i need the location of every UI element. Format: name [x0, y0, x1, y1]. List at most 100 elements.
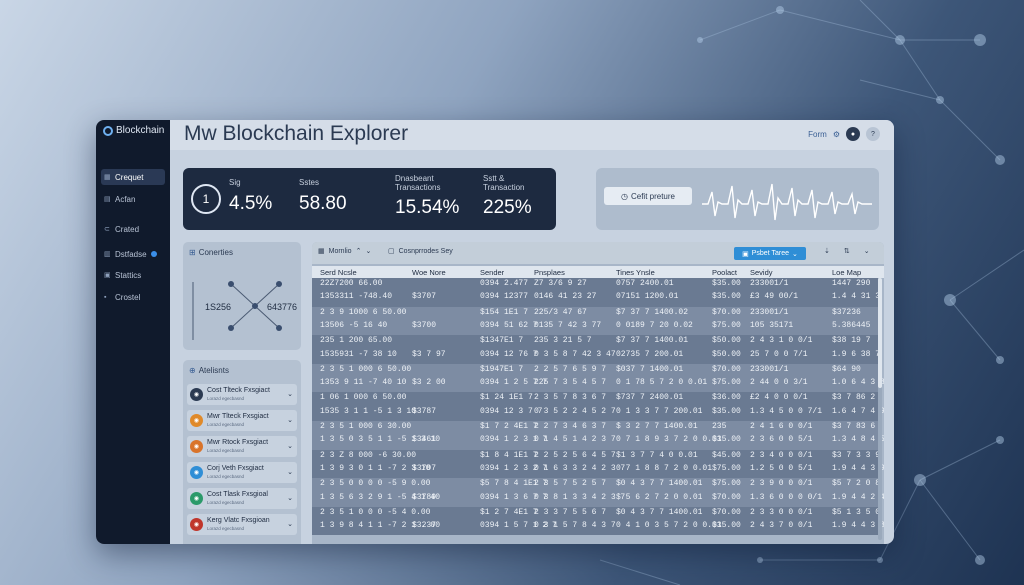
table-cell: £3 49 00/1: [750, 292, 799, 302]
table-cell: 1 3 5 0 3 5 1 1 -5 1 3 10: [320, 435, 441, 445]
table-cell: $70.00: [712, 507, 741, 517]
table-cell: 1353 9 11 -7 40 10: [320, 378, 407, 388]
table-cell: 0394 12377: [480, 292, 529, 302]
alert-title: Corj Veth Fxsgiact: [207, 465, 264, 472]
table-cell: 1535931 -7 38 10: [320, 349, 397, 359]
alert-item[interactable]: ◉ Mwr Rtock Fxsgiact Lorazd egecbasnd ⌄: [187, 436, 297, 457]
table-cell: $70.00: [712, 492, 741, 502]
app-window: Blockchain ▦ Crequet ▤ Acfan ⊂ Crated ▥ …: [96, 120, 894, 544]
table-cell: $3 7 3 3 9: [832, 450, 881, 460]
sidebar-item-label: Crated: [115, 224, 140, 234]
table-cell: 2 3 5 0 0 0 0 -5 9 0.00: [320, 479, 431, 489]
picture-button[interactable]: ◷ Cefit preture: [604, 187, 692, 205]
chevron-down-icon[interactable]: ⌄: [287, 443, 293, 450]
table-scrollbar[interactable]: [878, 278, 882, 540]
brand[interactable]: Blockchain: [103, 125, 164, 136]
table-row[interactable]: 1353311 -748.40 $3707 0394 12377 0146 41 23…: [312, 292, 880, 306]
table-cell: $3789: [412, 492, 437, 502]
table-cell: $3461: [412, 435, 437, 445]
table-cell: 0 3 5 8 7 42 3 47: [534, 349, 616, 359]
alert-avatar-icon: ◉: [190, 388, 203, 401]
table-row[interactable]: 1 3 9 3 0 1 1 -7 2 3 10 $3707 0394 1 2 3 2…: [312, 464, 884, 478]
search-control-2[interactable]: ▢ Cosnprrodes Sey: [388, 247, 453, 256]
table-cell: $1 8 4 1E1 7: [480, 450, 538, 460]
search-control-1[interactable]: ▦ Mornlio ⌃ ⌄: [318, 247, 371, 256]
sidebar-item-crostel[interactable]: ▪ Crostel: [101, 289, 165, 305]
sidebar-item-acfan[interactable]: ▤ Acfan: [101, 191, 165, 207]
alert-item[interactable]: ◉ Kerg Vlatc Fxsgioan Lorazd egecbasnd ⌄: [187, 514, 297, 535]
alert-item[interactable]: ◉ Mwr Tlteck Fxsgiact Lorazd egecbasnd ⌄: [187, 410, 297, 431]
alert-item[interactable]: ◉ Cost Tlteck Fxsgiact Lorazd egecbasnd ⌄: [187, 384, 297, 405]
column-header[interactable]: Poolact: [712, 268, 738, 277]
sort-icon[interactable]: ⇅: [843, 248, 850, 255]
table-row[interactable]: 2 3 5 1 000 6 50.00 $1947E1 7 2 2 5 7 6 5 …: [312, 363, 878, 393]
alert-item[interactable]: ◉ Cost Tlask Fxsgioal Lorazd egecbasnd ⌄: [187, 488, 297, 509]
stat-value: 225%: [483, 197, 532, 218]
download-icon[interactable]: ⇣: [824, 248, 830, 255]
table-cell: $1947E1 7: [480, 364, 524, 374]
scrollbar-thumb[interactable]: [878, 278, 882, 388]
user-icon[interactable]: ●: [846, 127, 860, 141]
link-icon: ⊂: [104, 226, 110, 233]
sidebar-item-stattics[interactable]: ▣ Stattics: [101, 267, 165, 283]
alert-item[interactable]: ◉ Corj Veth Fxsgiact Lorazd egecbasnd ⌄: [187, 462, 297, 483]
help-icon[interactable]: ?: [866, 127, 880, 141]
alert-subtitle: Lorazd egecbasnd: [207, 422, 245, 427]
sidebar-item-crated[interactable]: ⊂ Crated: [101, 221, 165, 237]
sidebar-item-label: Stattics: [115, 270, 142, 280]
chevron-down-icon[interactable]: ⌄: [287, 417, 293, 424]
chevron-down-icon[interactable]: ⌄: [863, 248, 870, 255]
table-row[interactable]: 235 1 200 65.00 $1347E1 7 235 3 21 5 7 $7 3…: [312, 335, 878, 364]
sidebar-item-dstfadse[interactable]: ▥ Dstfadse: [101, 246, 165, 262]
table-row[interactable]: 1 3 5 0 3 5 1 1 -5 1 3 10 $3461 0394 1 2 3…: [312, 435, 884, 449]
table-cell: 0 1 4 5 1 4 2 3 7: [534, 435, 616, 445]
table-row[interactable]: 22Z7200 66.00 0394 2.477 Z7 3/6 9 27 0757 2…: [312, 278, 878, 307]
settings-icon[interactable]: ⚙: [832, 129, 840, 139]
table-cell: $35.00: [712, 521, 741, 531]
form-link[interactable]: Form: [808, 129, 827, 139]
alert-title: Cost Tlteck Fxsgiact: [207, 387, 270, 394]
table-cell: $50.00: [712, 349, 741, 359]
column-header[interactable]: Woe Nore: [412, 268, 446, 277]
chevron-down-icon[interactable]: ⌄: [287, 521, 293, 528]
table-cell: 13506 -5 16 40: [320, 320, 388, 330]
table-row[interactable]: 13506 -5 16 40 $3700 0394 51 62 7 0135 7 42…: [312, 321, 878, 335]
table-cell: 2 2 7 3 4 6 3 7: [534, 422, 607, 431]
table-cell: 0 4 1 0 3 5 7 2 0 0.01: [616, 521, 722, 531]
table-row[interactable]: 1 3 9 8 4 1 1 -7 2 1 . 00 $3237 0394 1 5 7…: [312, 521, 884, 535]
connections-title: Conerties: [198, 248, 233, 257]
table-row[interactable]: 1 3 5 6 3 2 9 1 -5 4 1 40 $3789 0394 1 3 6…: [312, 492, 884, 507]
column-header[interactable]: Loe Map: [832, 268, 862, 277]
brand-name: Blockchain: [116, 125, 165, 136]
filter-button[interactable]: ▣ Psbet Taree ⌄: [734, 247, 806, 260]
column-header[interactable]: Pnsplaes: [534, 268, 565, 277]
connection-graph: [192, 281, 282, 340]
table-row[interactable]: 2 3 9 1000 6 50.00 $154 1E1 7 225/3 47 67 $…: [312, 306, 878, 336]
card-header: ⊕ Atelisnts: [189, 366, 229, 375]
column-header[interactable]: Sevidy: [750, 268, 773, 277]
column-header[interactable]: Serd Ncsle: [320, 268, 357, 277]
table-cell: Z7 3/6 9 27: [534, 279, 587, 288]
table-cell: $75.00: [712, 378, 741, 388]
chevron-down-icon[interactable]: ⌄: [287, 495, 293, 502]
table-cell: 235 3 21 5 7: [534, 336, 592, 346]
chevron-down-icon[interactable]: ⌄: [287, 391, 293, 398]
column-header[interactable]: Tines Ynsle: [616, 268, 655, 277]
table-cell: $1 3 7 7 4 0 0.01: [616, 450, 698, 460]
table-cell: $037 7 1400.01: [616, 364, 684, 374]
table-cell: $36.00: [712, 393, 741, 403]
table-cell: 1.3 4 5 0 0 7/1: [750, 406, 823, 416]
sidebar-item-crequet[interactable]: ▦ Crequet: [101, 169, 165, 185]
stats-panel: 1 Sig 4.5% Sstes 58.80 Dnasbeant Transac…: [183, 168, 556, 230]
column-header[interactable]: Sender: [480, 268, 505, 277]
table-cell: $3 2 00: [412, 378, 446, 388]
chevron-down-icon[interactable]: ⌄: [287, 469, 293, 476]
